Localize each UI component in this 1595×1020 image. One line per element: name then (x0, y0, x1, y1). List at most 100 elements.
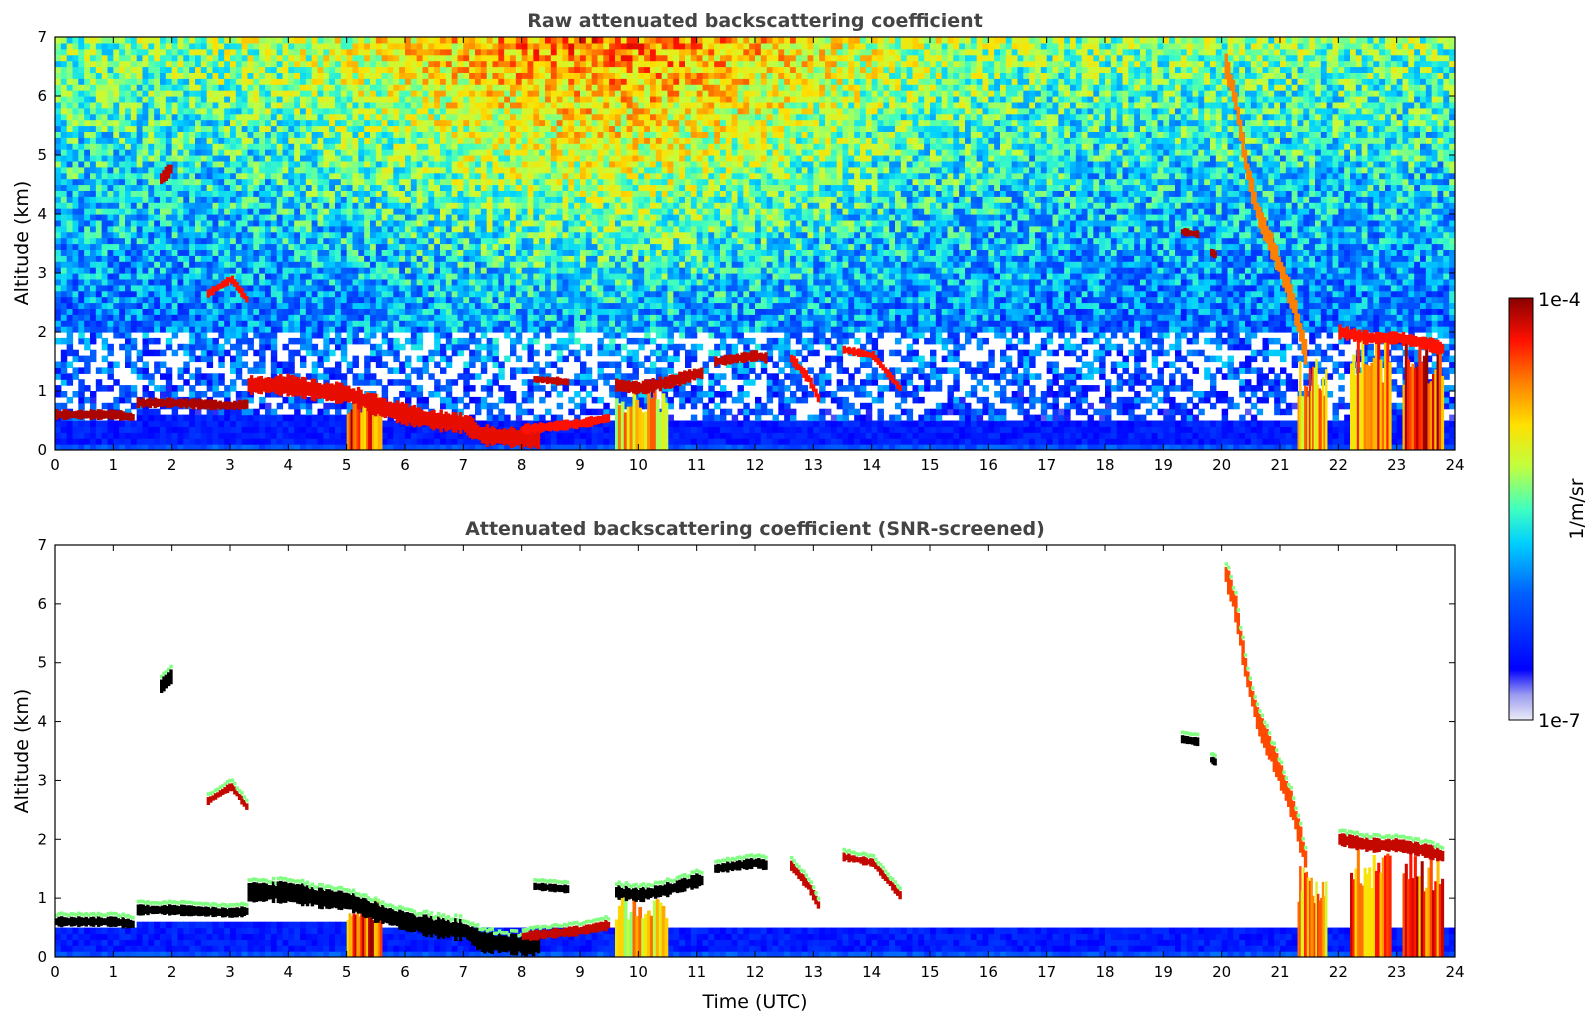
heatmap-cell (475, 444, 482, 450)
heatmap-cell (189, 267, 196, 274)
heatmap-cell (60, 402, 68, 410)
heatmap-cell (119, 155, 126, 162)
heatmap-cell (160, 414, 167, 422)
heatmap-cell (480, 308, 488, 315)
heatmap-cell (457, 408, 464, 416)
heatmap-cell (195, 149, 202, 156)
heatmap-cell (113, 219, 120, 227)
heatmap-cell (55, 267, 62, 274)
heatmap-cell (434, 237, 441, 245)
heatmap-cell (95, 326, 103, 333)
heatmap-cell (346, 131, 354, 138)
heatmap-cell (393, 101, 400, 109)
heatmap-cell (206, 166, 214, 174)
heatmap-cell (416, 172, 424, 180)
heatmap-cell (410, 337, 418, 345)
heatmap-cell (305, 337, 313, 345)
heatmap-cell (125, 42, 132, 50)
heatmap-cell (177, 273, 184, 280)
heatmap-cell (107, 296, 114, 304)
heatmap-cell (352, 255, 359, 262)
heatmap-cell (200, 42, 208, 50)
heatmap-cell (218, 42, 225, 50)
heatmap-cell (504, 42, 511, 50)
heatmap-cell (340, 119, 348, 127)
heatmap-cell (218, 137, 225, 144)
heatmap-cell (393, 107, 400, 115)
heatmap-cell (107, 426, 114, 433)
heatmap-cell (410, 290, 418, 298)
heatmap-cell (352, 137, 359, 144)
heatmap-cell (323, 196, 330, 203)
heatmap-cell (160, 107, 167, 115)
heatmap-cell (416, 367, 424, 374)
heatmap-cell (335, 208, 342, 215)
heatmap-cell (475, 96, 482, 103)
heatmap-cell (247, 314, 254, 321)
heatmap-cell (235, 290, 243, 298)
heatmap-cell (113, 119, 120, 127)
heatmap-cell (113, 361, 120, 368)
heatmap-cell (183, 166, 190, 174)
heatmap-cell (305, 107, 313, 115)
heatmap-cell (492, 414, 499, 422)
heatmap-cell (451, 37, 459, 44)
heatmap-cell (387, 178, 394, 186)
heatmap-cell (492, 302, 499, 309)
heatmap-cell (177, 219, 184, 227)
heatmap-cell (440, 143, 447, 150)
heatmap-cell (265, 178, 272, 186)
heatmap-cell (504, 101, 511, 109)
heatmap-cell (305, 231, 313, 239)
heatmap-cell (305, 60, 313, 68)
heatmap-cell (113, 54, 120, 62)
heatmap-cell (165, 208, 173, 215)
heatmap-cell (136, 367, 144, 374)
heatmap-cell (492, 308, 499, 315)
heatmap-cell (165, 137, 173, 144)
heatmap-cell (469, 438, 476, 445)
heatmap-cell (206, 96, 214, 103)
heatmap-cell (416, 48, 424, 56)
heatmap-cell (288, 119, 295, 127)
heatmap-cell (486, 249, 494, 256)
heatmap-cell (346, 155, 354, 162)
heatmap-cell (340, 125, 348, 132)
heatmap-cell (160, 420, 167, 427)
heatmap-cell (370, 131, 377, 138)
heatmap-cell (119, 284, 126, 292)
heatmap-cell (498, 420, 505, 427)
heatmap-cell (142, 214, 149, 221)
heatmap-cell (370, 172, 377, 180)
heatmap-cell (84, 267, 91, 274)
heatmap-cell (370, 113, 377, 121)
heatmap-cell (270, 219, 278, 227)
heatmap-cell (294, 202, 301, 209)
heatmap-cell (399, 225, 406, 233)
heatmap-cell (329, 172, 336, 180)
heatmap-cell (399, 326, 406, 333)
heatmap-cell (241, 337, 249, 345)
heatmap-cell (480, 385, 488, 392)
heatmap-cell (142, 231, 149, 239)
heatmap-cell (469, 225, 476, 233)
heatmap-cell (445, 54, 453, 62)
heatmap-cell (230, 414, 237, 422)
heatmap-cell (200, 78, 208, 85)
heatmap-cell (451, 379, 459, 386)
heatmap-cell (288, 214, 295, 221)
heatmap-cell (457, 90, 464, 97)
heatmap-cell (247, 160, 254, 168)
heatmap-cell (346, 172, 354, 180)
heatmap-cell (276, 261, 284, 268)
heatmap-cell (125, 113, 132, 121)
heatmap-cell (171, 166, 179, 174)
heatmap-cell (440, 349, 447, 357)
heatmap-cell (370, 237, 377, 245)
heatmap-cell (235, 267, 243, 274)
heatmap-cell (189, 219, 196, 227)
heatmap-cell (259, 355, 266, 363)
heatmap-cell (66, 278, 74, 286)
heatmap-cell (393, 320, 400, 327)
heatmap-cell (375, 355, 383, 363)
